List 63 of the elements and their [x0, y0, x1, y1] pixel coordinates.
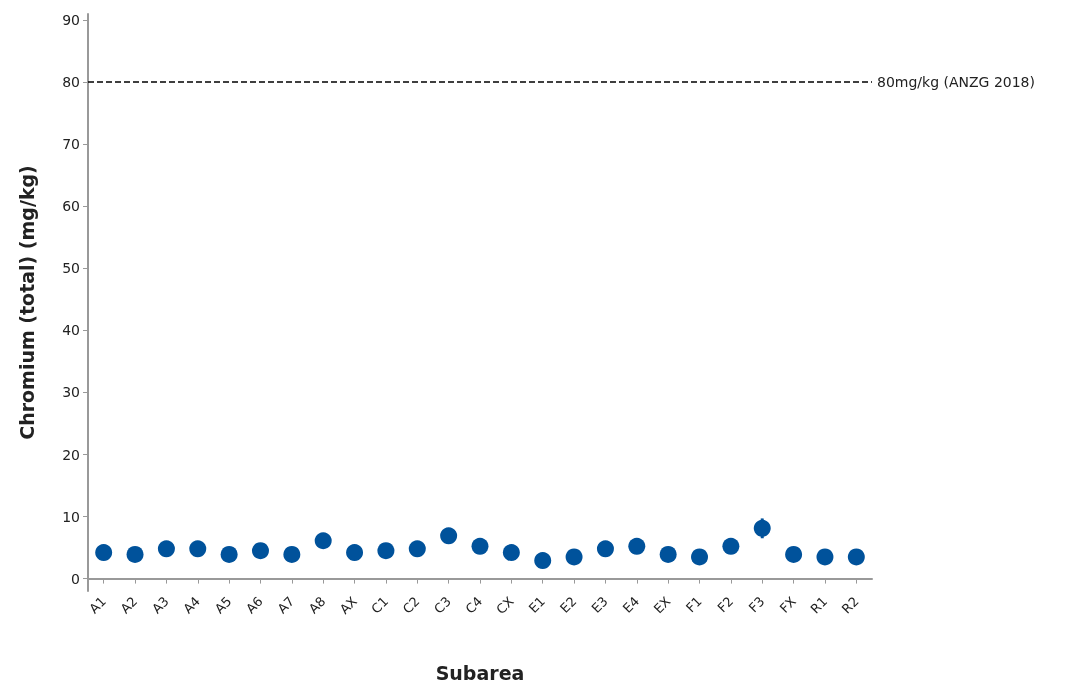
y-tick-label: 20 [62, 446, 80, 463]
x-tick-label: E4 [619, 593, 643, 616]
point [220, 545, 238, 563]
x-tick-label: E1 [525, 593, 549, 616]
x-tick-label: C4 [462, 593, 486, 617]
x-tick-label: CX [493, 593, 517, 618]
point [691, 548, 709, 566]
point [346, 544, 364, 562]
x-tick-label: A7 [274, 593, 298, 617]
point [189, 540, 207, 558]
x-tick-label: AX [336, 593, 360, 617]
x-tick-label: E2 [557, 593, 580, 616]
point [252, 542, 269, 560]
x-tick-label: E3 [588, 593, 611, 616]
point [722, 537, 740, 555]
y-tick-label: 40 [62, 322, 80, 339]
x-axis-title: Subarea [435, 661, 525, 684]
x-tick-label: C1 [368, 593, 392, 617]
point [534, 552, 552, 570]
point [95, 544, 113, 562]
x-tick-label: A6 [243, 593, 266, 617]
y-tick-label: 80 [62, 74, 80, 91]
x-tick-label: A2 [117, 593, 141, 617]
y-tick-label: 0 [71, 570, 80, 587]
point [471, 537, 489, 555]
x-tick-label: C2 [399, 593, 423, 617]
x-tick-label: A5 [211, 593, 235, 617]
point [596, 540, 614, 558]
x-tick-label: F1 [683, 593, 705, 616]
point [408, 540, 426, 558]
x-tick-label: FX [776, 593, 799, 616]
point [440, 527, 458, 545]
ref-line-label: 80mg/kg (ANZG 2018) [877, 74, 1035, 91]
point [565, 548, 583, 566]
point [283, 545, 301, 563]
x-tick-label: A4 [180, 593, 204, 617]
point [628, 537, 646, 555]
x-tick-label: EX [650, 593, 674, 617]
point [502, 544, 520, 562]
point [816, 548, 834, 566]
y-tick-label: 90 [62, 12, 80, 29]
y-tick-label: 60 [62, 198, 80, 215]
y-tick-label: 70 [62, 136, 80, 153]
x-tick-label: A3 [148, 593, 172, 617]
y-tick-label: 30 [62, 384, 80, 401]
x-tick-label: A8 [305, 593, 329, 617]
y-axis-title: Chromium (total) (mg/kg) [15, 165, 38, 440]
x-tick-label: A1 [86, 593, 109, 617]
x-tick-label: C3 [431, 593, 454, 617]
point [753, 519, 771, 537]
x-tick-label: R1 [807, 593, 831, 617]
x-tick-label: F3 [745, 593, 768, 616]
x-tick-label: R2 [838, 593, 862, 617]
y-tick-label: 50 [62, 260, 80, 277]
point [314, 532, 332, 550]
point [126, 545, 144, 563]
point [659, 545, 677, 563]
point [785, 545, 803, 563]
point [847, 548, 865, 566]
point [377, 542, 395, 560]
y-tick-label: 10 [62, 508, 80, 525]
point [157, 540, 175, 558]
x-tick-label: F2 [714, 593, 737, 616]
